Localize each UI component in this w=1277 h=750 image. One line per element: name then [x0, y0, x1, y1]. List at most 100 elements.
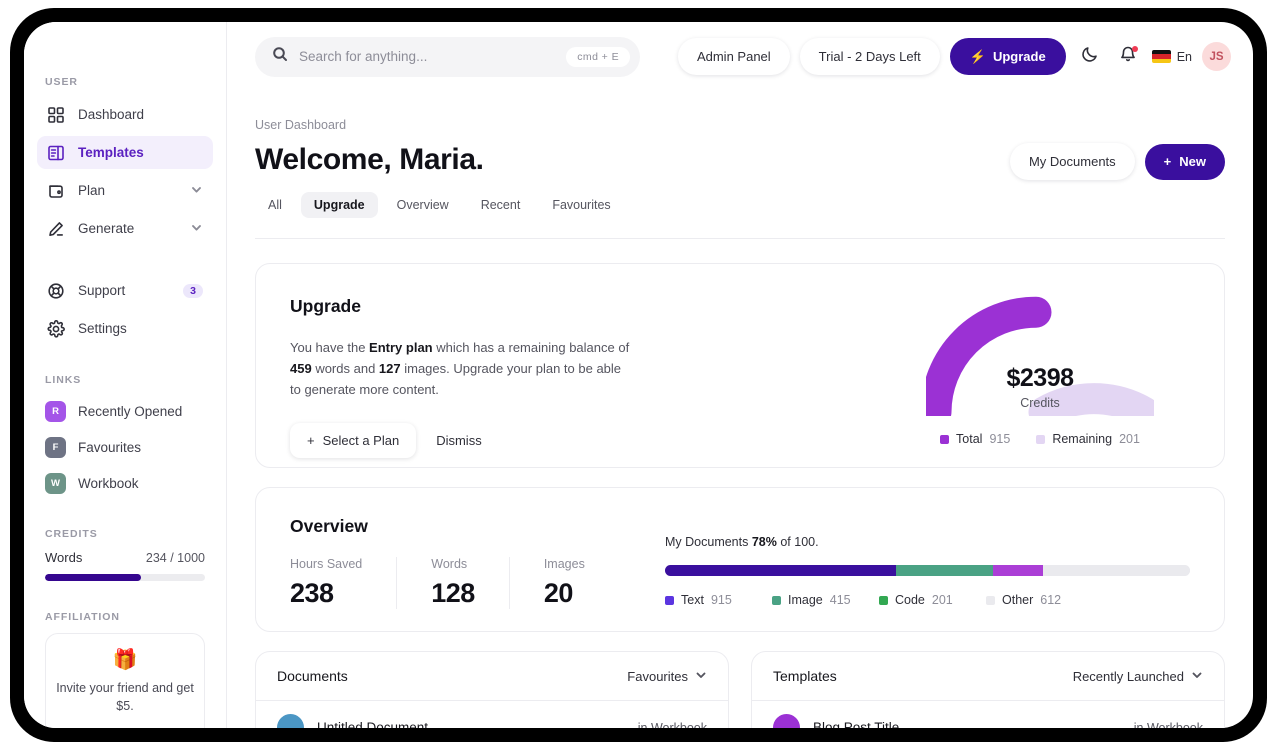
- usage-percent: 78%: [751, 535, 777, 549]
- sidebar-item-support[interactable]: Support 3: [37, 274, 213, 307]
- search-shortcut-badge: cmd + E: [566, 46, 630, 67]
- chevron-down-icon: [1191, 669, 1203, 684]
- stat-value: 238: [290, 578, 334, 608]
- device-frame: USER Dashboard Templates Plan: [10, 8, 1267, 742]
- tab-favourites[interactable]: Favourites: [552, 198, 611, 212]
- tab-recent[interactable]: Recent: [480, 198, 521, 212]
- template-avatar: [773, 714, 800, 728]
- documents-filter-select[interactable]: Favourites: [627, 669, 707, 684]
- sidebar-link-favourites[interactable]: F Favourites: [37, 432, 213, 462]
- sidebar-item-label: Support: [78, 283, 126, 298]
- images-balance: 127: [378, 361, 401, 377]
- gauge-svg: [926, 296, 1154, 416]
- sidebar-item-plan[interactable]: Plan: [37, 174, 213, 207]
- legend-label: Text: [681, 593, 704, 607]
- bell-icon: [1119, 45, 1137, 68]
- upgrade-card-left: Upgrade You have the Entry plan which ha…: [290, 294, 890, 459]
- sidebar-user-group: USER Dashboard Templates Plan: [37, 76, 213, 250]
- admin-panel-button[interactable]: Admin Panel: [677, 38, 790, 75]
- chevron-down-icon: [190, 183, 203, 199]
- sidebar-item-generate[interactable]: Generate: [37, 212, 213, 245]
- link-key-badge: R: [45, 400, 66, 422]
- language-label: En: [1176, 49, 1192, 64]
- legend-swatch: [665, 595, 674, 605]
- tab-upgrade[interactable]: Upgrade: [300, 192, 378, 218]
- upgrade-body-part: You have the: [290, 340, 370, 355]
- page-header: User Dashboard Welcome, Maria. All Upgra…: [227, 91, 1253, 239]
- sidebar-link-label: Workbook: [78, 475, 139, 491]
- plan-name: Entry plan: [369, 340, 433, 355]
- sidebar-support-group: Support 3 Settings: [37, 274, 213, 350]
- document-location: in Workbook: [637, 720, 707, 729]
- search-box[interactable]: cmd + E: [255, 36, 640, 77]
- new-button[interactable]: + New: [1144, 143, 1225, 180]
- sidebar-item-templates[interactable]: Templates: [37, 136, 213, 169]
- list-item[interactable]: Blog Post Title in Workbook: [752, 701, 1224, 728]
- support-badge: 3: [183, 283, 203, 298]
- documents-card-title: Documents: [277, 668, 348, 684]
- trial-status-button[interactable]: Trial - 2 Days Left: [799, 38, 940, 75]
- overview-card-left: Overview Hours Saved 238 Words 128 Image…: [290, 516, 665, 609]
- list-item[interactable]: Untitled Document in Workbook: [256, 701, 728, 728]
- credits-value: 234 / 1000: [145, 551, 205, 565]
- stat-value: 128: [431, 578, 475, 608]
- caption-part: My Documents: [665, 535, 752, 549]
- sidebar-item-label: Plan: [78, 183, 106, 198]
- language-selector[interactable]: En: [1151, 49, 1192, 64]
- documents-filter-label: Favourites: [627, 668, 688, 684]
- overview-card-title: Overview: [290, 516, 368, 536]
- templates-filter-select[interactable]: Recently Launched: [1073, 669, 1203, 684]
- sidebar-item-label: Settings: [78, 321, 127, 336]
- upgrade-button[interactable]: ⚡ Upgrade: [949, 38, 1066, 75]
- select-plan-button[interactable]: + Select a Plan: [290, 423, 417, 459]
- theme-toggle-button[interactable]: [1076, 43, 1104, 71]
- legend-label: Image: [788, 593, 823, 607]
- templates-filter-label: Recently Launched: [1072, 668, 1184, 684]
- legend-item-image: Image 415: [772, 593, 879, 607]
- sidebar: USER Dashboard Templates Plan: [24, 22, 227, 728]
- link-key-badge: F: [45, 436, 66, 458]
- upgrade-card-actions: + Select a Plan Dismiss: [290, 423, 890, 459]
- page-actions: My Documents + New: [1009, 143, 1225, 180]
- sidebar-item-dashboard[interactable]: Dashboard: [37, 98, 213, 131]
- my-documents-button[interactable]: My Documents: [1009, 143, 1135, 180]
- sidebar-link-recently-opened[interactable]: R Recently Opened: [37, 396, 213, 426]
- dismiss-button[interactable]: Dismiss: [436, 433, 482, 449]
- sidebar-link-label: Recently Opened: [78, 403, 183, 419]
- legend-item-text: Text 915: [665, 593, 772, 607]
- notifications-button[interactable]: [1114, 43, 1142, 71]
- wallet-icon: [47, 182, 65, 200]
- bar-segment-other: [1043, 565, 1190, 576]
- upgrade-body-part: words and: [311, 361, 379, 377]
- search-icon: [272, 46, 288, 67]
- affiliation-text: Invite your friend and get $5.: [56, 681, 194, 713]
- gift-icon: 🎁: [112, 649, 138, 671]
- content-area: Upgrade You have the Entry plan which ha…: [227, 239, 1253, 728]
- legend-swatch: [879, 595, 888, 605]
- legend-value: 612: [1040, 593, 1062, 607]
- stat-words: Words 128: [431, 557, 510, 609]
- templates-icon: [47, 144, 65, 162]
- search-input[interactable]: [299, 49, 556, 64]
- invite-button[interactable]: Invite: [99, 727, 151, 729]
- template-location: in Workbook: [1133, 720, 1203, 729]
- legend-item-remaining: Remaining 201: [1036, 432, 1140, 446]
- legend-value: 201: [931, 593, 953, 607]
- sidebar-item-settings[interactable]: Settings: [37, 312, 213, 345]
- sidebar-section-credits: CREDITS: [45, 528, 98, 540]
- avatar[interactable]: JS: [1202, 42, 1231, 71]
- sidebar-item-label: Templates: [78, 145, 144, 160]
- tab-overview[interactable]: Overview: [396, 198, 449, 212]
- sidebar-section-user: USER: [45, 76, 78, 88]
- notification-dot: [1131, 45, 1138, 52]
- sidebar-link-workbook[interactable]: W Workbook: [37, 468, 213, 498]
- breadcrumb: User Dashboard: [255, 118, 347, 132]
- gauge-remaining-arc: [1028, 383, 1154, 416]
- chevron-down-icon: [695, 669, 707, 684]
- bolt-icon: ⚡: [969, 48, 986, 64]
- tab-all[interactable]: All: [268, 198, 282, 212]
- upgrade-card-body: You have the Entry plan which has a rema…: [290, 337, 635, 400]
- legend-label: Remaining: [1052, 432, 1113, 446]
- credits-gauge-chart: $2398 Credits Total 915 Remaining: [890, 294, 1190, 446]
- upgrade-card: Upgrade You have the Entry plan which ha…: [255, 263, 1225, 468]
